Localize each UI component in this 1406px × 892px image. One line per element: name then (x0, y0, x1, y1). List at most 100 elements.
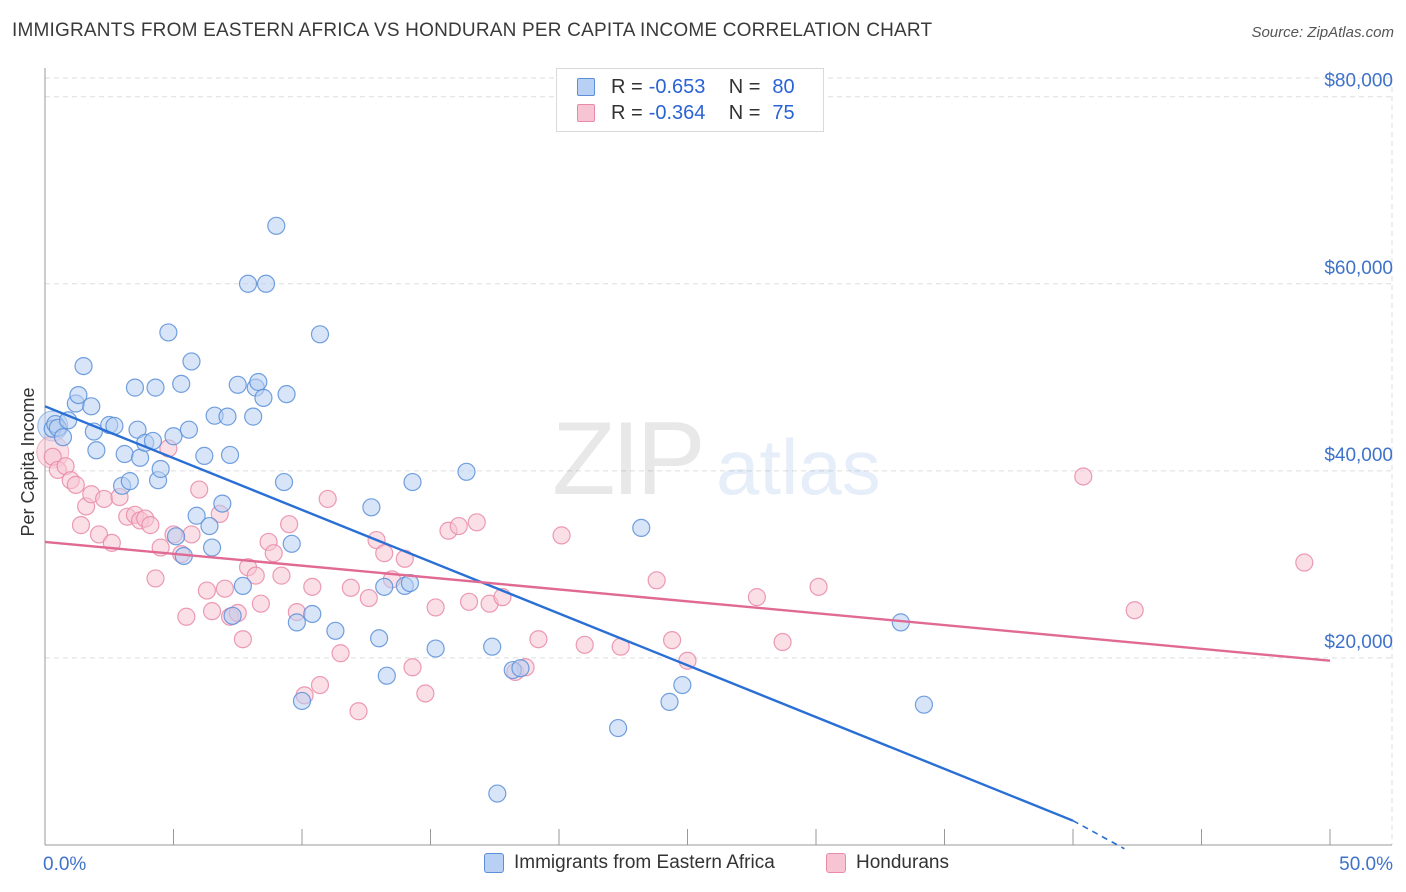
eastern-africa-point (87, 441, 106, 460)
eastern-africa-point (233, 576, 252, 596)
eastern-africa-point (488, 784, 507, 803)
eastern-africa-point (377, 666, 396, 685)
honduran-point (197, 581, 217, 600)
eastern-africa-point (292, 691, 312, 711)
eastern-africa-point (120, 472, 139, 491)
eastern-africa-point (151, 459, 170, 479)
grid-layer (45, 77, 1393, 845)
stats-legend-row-blue: R = -0.653 N = 80 (577, 74, 795, 100)
honduran-point (459, 592, 479, 611)
watermark-atlas: atlas (716, 423, 881, 511)
eastern-africa-point (673, 675, 692, 695)
pink-swatch (826, 853, 846, 873)
honduran-point (318, 489, 337, 509)
honduran-point (662, 631, 682, 650)
honduran-point (416, 684, 435, 703)
legend-item-eastern-africa[interactable]: Immigrants from Eastern Africa (484, 852, 775, 874)
eastern-africa-point (303, 604, 322, 624)
honduran-point (303, 577, 322, 596)
honduran-point (747, 588, 766, 607)
x-tick-label: 0.0% (43, 854, 86, 875)
pink-swatch (577, 104, 595, 122)
eastern-africa-point (228, 375, 247, 394)
eastern-africa-point (69, 385, 88, 405)
eastern-africa-point (370, 629, 389, 648)
eastern-africa-point (82, 397, 101, 416)
chart-title: IMMIGRANTS FROM EASTERN AFRICA VS HONDUR… (12, 20, 933, 41)
honduran-point (1125, 601, 1144, 620)
honduran-point (349, 702, 368, 721)
honduran-point (575, 635, 594, 654)
eastern-africa-point (609, 718, 628, 738)
y-axis-title: Per Capita Income (18, 387, 38, 536)
eastern-africa-point (220, 445, 240, 465)
y-tick-label: $60,000 (1324, 258, 1393, 279)
eastern-africa-point (267, 216, 286, 235)
honduran-point (95, 489, 114, 509)
honduran-point (233, 630, 252, 649)
legend-item-hondurans[interactable]: Hondurans (826, 852, 949, 874)
honduran-trendline (44, 540, 1331, 662)
r-value: -0.653 (648, 75, 706, 98)
honduran-point (190, 480, 209, 499)
honduran-point (272, 566, 291, 585)
eastern-africa-point (457, 462, 476, 481)
r-label: R = (611, 101, 643, 124)
honduran-point (280, 515, 299, 534)
honduran-point (647, 571, 666, 590)
eastern-africa-point (287, 613, 306, 632)
y-tick-label: $40,000 (1324, 445, 1393, 466)
eastern-africa-point (511, 659, 530, 678)
blue-swatch (484, 853, 504, 873)
eastern-africa-point (249, 372, 268, 392)
honduran-point (529, 630, 548, 649)
eastern-africa-trendline-extension (1072, 819, 1125, 850)
blue-swatch (577, 78, 595, 96)
eastern-africa-point (200, 516, 219, 536)
eastern-africa-point (483, 637, 502, 656)
honduran-point (552, 526, 571, 545)
eastern-africa-point (202, 538, 222, 557)
x-tick-label: 50.0% (1339, 854, 1393, 875)
eastern-africa-trendline (44, 405, 1074, 822)
eastern-africa-point (179, 420, 199, 439)
eastern-africa-point (244, 407, 263, 426)
honduran-point (341, 578, 360, 597)
eastern-africa-point (238, 274, 258, 293)
eastern-africa-point (375, 577, 394, 596)
honduran-point (246, 566, 265, 585)
r-value: -0.364 (648, 101, 706, 124)
eastern-africa-point (660, 692, 679, 711)
eastern-africa-point (159, 323, 178, 342)
labels-layer: $20,000 $40,000 $60,000 $80,000 0.0% 50.0% Per… (18, 71, 1393, 875)
honduran-point (71, 516, 91, 535)
eastern-africa-point (218, 407, 237, 426)
honduran-point (1074, 467, 1093, 486)
n-label: N = (728, 75, 761, 98)
stats-legend-row-pink: R = -0.364 N = 75 (577, 100, 795, 126)
eastern-africa-point (187, 506, 206, 525)
eastern-africa-point (426, 639, 445, 658)
y-tick-label: $20,000 (1324, 632, 1393, 653)
source-note: Source: ZipAtlas.com (1251, 24, 1394, 41)
eastern-africa-point (53, 428, 73, 447)
honduran-point (426, 598, 445, 617)
honduran-point (182, 525, 201, 544)
eastern-africa-point (403, 472, 422, 492)
eastern-africa-point (223, 606, 242, 625)
honduran-point (403, 658, 422, 677)
honduran-point (251, 594, 270, 613)
eastern-africa-point (254, 388, 273, 407)
eastern-africa-point (632, 518, 651, 538)
trend-layer (44, 405, 1331, 850)
honduran-point (809, 577, 828, 596)
y-tick-label: $80,000 (1324, 71, 1393, 92)
watermark-zip: ZIP (552, 401, 702, 517)
honduran-point (202, 602, 222, 621)
eastern-africa-point (166, 527, 186, 546)
eastern-africa-point (310, 325, 330, 344)
honduran-point (1295, 553, 1314, 572)
points-layer (36, 216, 1314, 803)
honduran-point (177, 607, 196, 626)
eastern-africa-point (362, 498, 381, 517)
